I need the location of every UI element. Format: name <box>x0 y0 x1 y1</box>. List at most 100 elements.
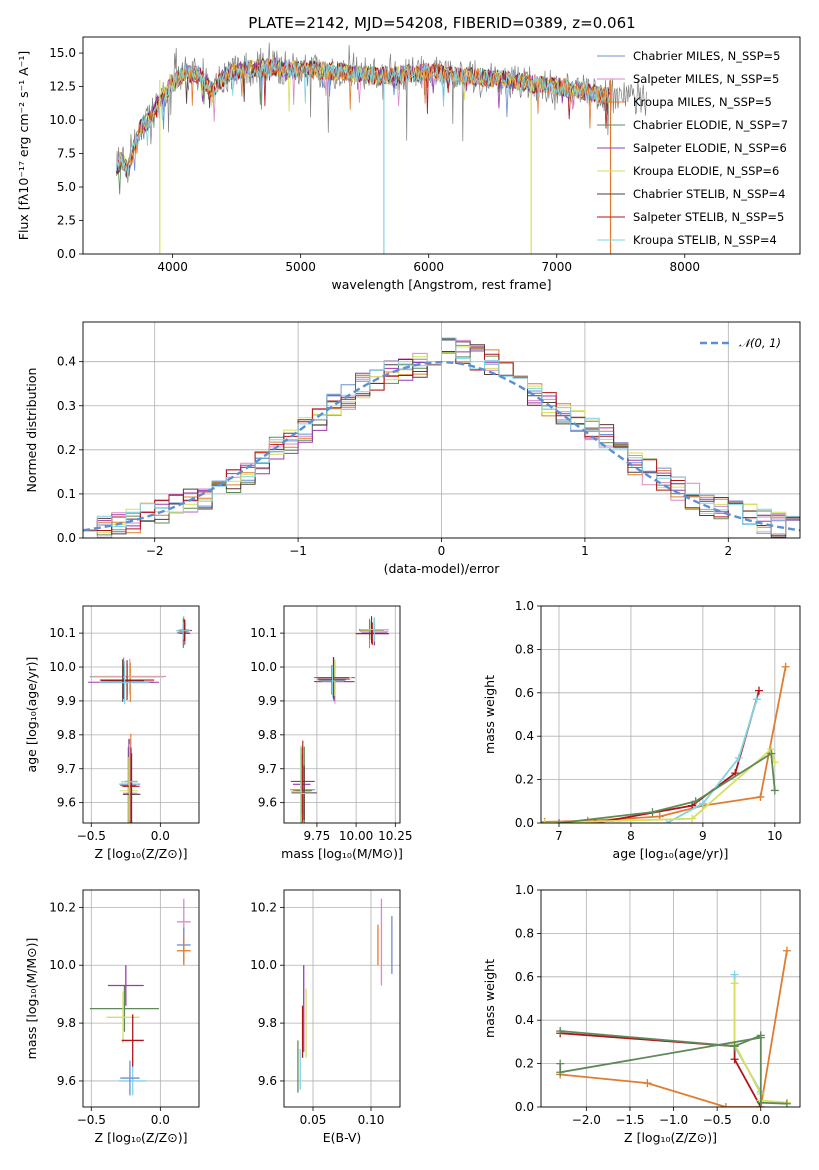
panel-frame <box>283 605 401 824</box>
y-tick-label: 7.5 <box>57 147 76 161</box>
weight-series-line <box>733 974 762 1093</box>
axis-ticks: 9.75 10.00 10.25 9.6 9.7 9.8 9.9 10.0 10.1 <box>250 626 412 843</box>
data-marks <box>290 616 390 823</box>
y-tick-label: 15.0 <box>49 46 76 60</box>
x-axis-label: E(B-V) <box>323 1130 362 1145</box>
x-tick-label: 1 <box>581 544 589 558</box>
legend: 𝒩(0, 1) <box>700 336 781 350</box>
data-marks <box>83 337 800 538</box>
figure-title: PLATE=2142, MJD=54208, FIBERID=0389, z=0… <box>248 14 635 32</box>
weight-point-marker <box>730 970 739 979</box>
panel-frame <box>540 605 801 824</box>
y-tick-label: 9.7 <box>258 762 277 776</box>
x-tick-label: 4000 <box>157 260 188 274</box>
weight-point-marker <box>730 979 739 988</box>
y-tick-label: 0.6 <box>515 686 534 700</box>
weight-series-line <box>558 752 776 823</box>
x-tick-label: 10.00 <box>339 829 373 843</box>
weight-point-marker <box>554 819 563 823</box>
y-tick-label: 9.6 <box>57 1074 76 1088</box>
x-tick-label: 2 <box>724 544 732 558</box>
x-axis-label: Z [log₁₀(Z/Z⊙)] <box>624 1130 717 1145</box>
y-tick-label: 9.6 <box>258 1074 277 1088</box>
x-tick-label: 0.10 <box>358 1113 385 1127</box>
panel-residuals: −2 −1 0 1 2 0.0 0.1 0.2 0.3 0.4 (data-model)/error… <box>24 321 801 576</box>
panel-frame <box>82 605 200 824</box>
y-tick-label: 9.9 <box>57 694 76 708</box>
legend-label: Chabrier ELODIE, N_SSP=7 <box>633 118 788 132</box>
weight-point-marker <box>691 797 700 806</box>
x-axis-label: wavelength [Angstrom, rest frame] <box>331 277 551 292</box>
grid-lines <box>284 606 400 823</box>
y-axis-label: Flux [fλ10⁻¹⁷ erg cm⁻² s⁻¹ A⁻¹] <box>16 51 31 240</box>
x-axis-label: Z [log₁₀(Z/Z⊙)] <box>95 846 188 861</box>
y-tick-label: 0.3 <box>57 399 76 413</box>
x-tick-label: 0.05 <box>300 1113 327 1127</box>
y-tick-label: 9.8 <box>258 728 277 742</box>
axis-ticks: −2 −1 0 1 2 0.0 0.1 0.2 0.3 0.4 <box>57 355 732 558</box>
x-tick-label: 0.0 <box>151 1113 170 1127</box>
x-tick-label: 9 <box>699 829 707 843</box>
weight-point-marker <box>541 819 549 823</box>
y-tick-label: 10.2 <box>49 900 76 914</box>
model-spectrum-line <box>115 57 610 178</box>
x-tick-label: 6000 <box>413 260 444 274</box>
x-tick-label: −2.0 <box>572 1113 601 1127</box>
x-tick-label: 7000 <box>541 260 572 274</box>
y-tick-label: 0.0 <box>515 816 534 830</box>
y-axis-label: mass weight <box>482 959 497 1038</box>
panel-ebv-mass: 0.05 0.10 9.6 9.8 10.0 10.2 E(B-V) <box>250 889 401 1145</box>
x-tick-label: 8 <box>627 829 635 843</box>
grid-lines <box>83 606 199 823</box>
axis-ticks: −0.5 0.0 9.6 9.7 9.8 9.9 10.0 10.1 <box>49 626 170 843</box>
weight-point-marker <box>556 1068 565 1077</box>
weight-point-marker <box>648 808 657 817</box>
y-axis-label: mass weight <box>482 675 497 754</box>
data-marks <box>297 898 393 1093</box>
legend-label: Salpeter STELIB, N_SSP=5 <box>633 210 784 224</box>
y-tick-label: 9.6 <box>57 796 76 810</box>
legend-label: Chabrier MILES, N_SSP=5 <box>633 49 780 63</box>
legend-label: Salpeter MILES, N_SSP=5 <box>633 72 779 86</box>
x-tick-label: 10 <box>767 829 782 843</box>
x-tick-label: 0 <box>438 544 446 558</box>
data-marks <box>89 898 191 1096</box>
weight-point-marker <box>756 1033 765 1042</box>
y-tick-label: 0.2 <box>57 443 76 457</box>
weight-point-marker <box>781 662 790 671</box>
weight-point-marker <box>730 1042 739 1051</box>
legend-label: 𝒩(0, 1) <box>739 336 781 350</box>
weight-point-marker <box>782 946 791 955</box>
weight-point-marker <box>730 1055 739 1064</box>
weight-point-marker <box>643 1079 652 1088</box>
weight-point-marker <box>590 819 599 823</box>
y-tick-label: 0.0 <box>515 1100 534 1114</box>
x-tick-label: −0.5 <box>77 1113 106 1127</box>
y-tick-label: 5.0 <box>57 180 76 194</box>
y-tick-label: 9.8 <box>57 728 76 742</box>
y-tick-label: 9.6 <box>258 796 277 810</box>
panel-frame <box>283 889 401 1108</box>
legend-label: Kroupa MILES, N_SSP=5 <box>633 95 772 109</box>
x-tick-label: −0.5 <box>77 829 106 843</box>
y-tick-label: 9.8 <box>258 1016 277 1030</box>
weight-point-marker <box>756 792 765 801</box>
y-tick-label: 9.8 <box>57 1016 76 1030</box>
y-tick-label: 0.0 <box>57 531 76 545</box>
y-tick-label: 0.4 <box>57 355 76 369</box>
axis-ticks: −0.5 0.0 9.6 9.8 10.0 10.2 <box>49 900 170 1127</box>
data-marks <box>115 42 647 254</box>
x-tick-label: −2 <box>146 544 164 558</box>
legend-label: Kroupa ELODIE, N_SSP=6 <box>633 164 779 178</box>
y-tick-label: 10.0 <box>49 113 76 127</box>
panel-z-age: −0.5 0.0 9.6 9.7 9.8 9.9 10.0 10.1 Z [log₁₀(Z/Z⊙… <box>24 605 200 861</box>
x-tick-label: 5000 <box>285 260 316 274</box>
x-tick-label: 9.75 <box>304 829 331 843</box>
y-tick-label: 0.2 <box>515 773 534 787</box>
y-tick-label: 2.5 <box>57 214 76 228</box>
axis-ticks: 0.05 0.10 9.6 9.8 10.0 10.2 <box>250 900 384 1127</box>
data-marks <box>556 946 791 1107</box>
weight-point-marker <box>782 1099 791 1107</box>
y-tick-label: 0.8 <box>515 642 534 656</box>
